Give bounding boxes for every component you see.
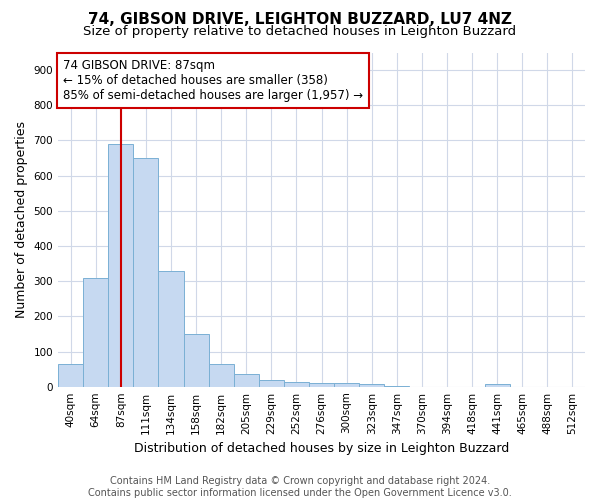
Bar (58, 364, 83, 386)
Bar (485, 384, 510, 386)
Bar (209, 364, 233, 386)
Text: 74, GIBSON DRIVE, LEIGHTON BUZZARD, LU7 4NZ: 74, GIBSON DRIVE, LEIGHTON BUZZARD, LU7 … (88, 12, 512, 28)
Bar (359, 384, 384, 386)
Bar (309, 383, 334, 386)
Bar (284, 382, 309, 386)
Bar (259, 380, 284, 386)
Text: 74 GIBSON DRIVE: 87sqm
← 15% of detached houses are smaller (358)
85% of semi-de: 74 GIBSON DRIVE: 87sqm ← 15% of detached… (64, 59, 364, 102)
Text: Contains HM Land Registry data © Crown copyright and database right 2024.
Contai: Contains HM Land Registry data © Crown c… (88, 476, 512, 498)
X-axis label: Distribution of detached houses by size in Leighton Buzzard: Distribution of detached houses by size … (134, 442, 509, 455)
Y-axis label: Number of detached properties: Number of detached properties (15, 121, 28, 318)
Bar (133, 158, 158, 386)
Bar (158, 270, 184, 386)
Bar (233, 374, 259, 386)
Bar (184, 334, 209, 386)
Bar (334, 383, 359, 386)
Text: Size of property relative to detached houses in Leighton Buzzard: Size of property relative to detached ho… (83, 25, 517, 38)
Bar (83, 278, 108, 386)
Bar (108, 144, 133, 386)
